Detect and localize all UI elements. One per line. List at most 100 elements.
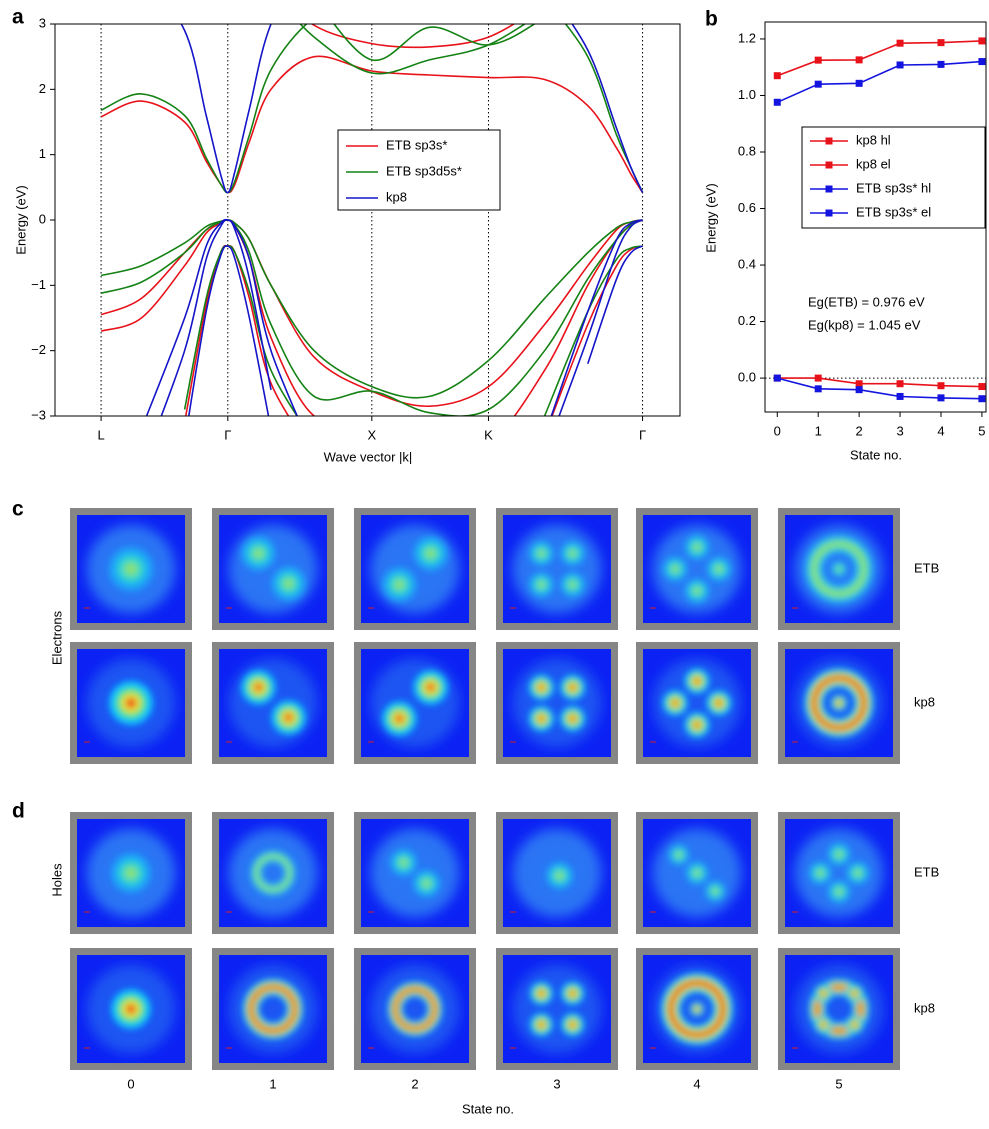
- map-envelope: [652, 658, 742, 748]
- band-line: [100, 219, 643, 416]
- band-line: [183, 245, 643, 416]
- density-blob: [672, 700, 679, 706]
- x-tick-label: 4: [937, 423, 944, 438]
- density-map: [354, 642, 476, 764]
- density-blob: [425, 548, 436, 559]
- legend-marker: [825, 161, 833, 169]
- band-line: [100, 219, 643, 399]
- point: [855, 380, 863, 388]
- density-blob: [538, 684, 545, 691]
- map-density: [546, 862, 574, 890]
- density-map: [636, 948, 758, 1070]
- band-line: [333, 24, 536, 61]
- map-density: [387, 981, 443, 1037]
- column-label: 0: [127, 1076, 134, 1091]
- annotation: Eg(kp8) = 1.045 eV: [808, 317, 921, 332]
- panel-label: c: [12, 498, 24, 521]
- row-label: kp8: [914, 694, 935, 709]
- panel-label: a: [12, 6, 24, 29]
- legend-marker: [825, 185, 833, 193]
- map-envelope: [794, 964, 884, 1054]
- density-blob: [835, 888, 843, 896]
- point: [896, 380, 904, 388]
- density-blob: [715, 565, 723, 573]
- density-map: [636, 812, 758, 934]
- map-envelope: [370, 828, 460, 918]
- panel-label: b: [705, 8, 718, 31]
- density-blob: [284, 713, 293, 722]
- panel-label: d: [12, 800, 25, 823]
- density-map: [212, 948, 334, 1070]
- density-blob: [126, 1004, 136, 1014]
- map-envelope: [512, 524, 602, 614]
- density-blob: [712, 888, 719, 895]
- row-group-label: Holes: [49, 863, 64, 897]
- map-density: [808, 978, 870, 1040]
- density-blob: [568, 580, 577, 589]
- density-blob: [555, 871, 564, 880]
- y-axis-label: Energy (eV): [703, 183, 718, 252]
- density-map: [778, 948, 900, 1070]
- y-tick-label: 0.0: [738, 370, 756, 385]
- density-blob: [693, 543, 701, 551]
- density-map: [636, 508, 758, 630]
- density-blob: [835, 850, 843, 858]
- band-line: [145, 218, 643, 416]
- density-map: [212, 508, 334, 630]
- plot-frame: [764, 21, 987, 413]
- row-label: ETB: [914, 864, 939, 879]
- annotation: Eg(ETB) = 0.976 eV: [808, 294, 925, 309]
- density-blob: [694, 721, 700, 728]
- series-line: [776, 60, 982, 104]
- density-blob: [569, 1021, 576, 1028]
- density-map: [496, 948, 618, 1070]
- x-tick-label: X: [367, 427, 376, 442]
- point: [814, 80, 822, 88]
- density-blob: [394, 579, 405, 590]
- map-density: [111, 853, 151, 893]
- legend-label: kp8 el: [856, 156, 891, 171]
- density-blob: [821, 991, 826, 996]
- map-density: [528, 540, 586, 598]
- point: [855, 386, 863, 394]
- map-density: [661, 973, 733, 1045]
- density-blob: [538, 715, 545, 722]
- map-density: [382, 670, 448, 736]
- map-density: [662, 534, 732, 604]
- plot-frame: [54, 23, 681, 417]
- map-density: [528, 674, 586, 732]
- point: [814, 56, 822, 64]
- x-tick-label: 2: [856, 423, 863, 438]
- row-label: kp8: [914, 1000, 935, 1015]
- density-map: [778, 508, 900, 630]
- density-map: [496, 642, 618, 764]
- map-density: [109, 681, 153, 725]
- density-blob: [694, 678, 700, 685]
- density-blob: [837, 701, 841, 705]
- point: [937, 382, 945, 390]
- point: [978, 58, 986, 66]
- density-blob: [253, 548, 264, 559]
- x-axis-label: Wave vector |k|: [324, 449, 413, 464]
- map-density: [668, 844, 726, 902]
- density-blob: [715, 700, 722, 706]
- map-envelope: [370, 658, 460, 748]
- density-blob: [569, 990, 576, 997]
- density-ring: [254, 854, 292, 892]
- y-axis-label: Energy (eV): [13, 185, 28, 254]
- legend-label: ETB sp3s* hl: [856, 180, 931, 195]
- x-tick-label: 3: [896, 423, 903, 438]
- point: [937, 39, 945, 47]
- density-blob: [254, 683, 263, 692]
- density-map: [70, 812, 192, 934]
- row-label: ETB: [914, 560, 939, 575]
- column-label: 3: [553, 1076, 560, 1091]
- band-line: [187, 245, 643, 416]
- density-blob: [538, 990, 545, 997]
- map-envelope: [228, 964, 318, 1054]
- density-blob: [693, 869, 701, 877]
- density-ring: [815, 985, 863, 1033]
- map-density: [662, 668, 732, 738]
- density-blob: [422, 879, 431, 888]
- map-density: [529, 981, 585, 1037]
